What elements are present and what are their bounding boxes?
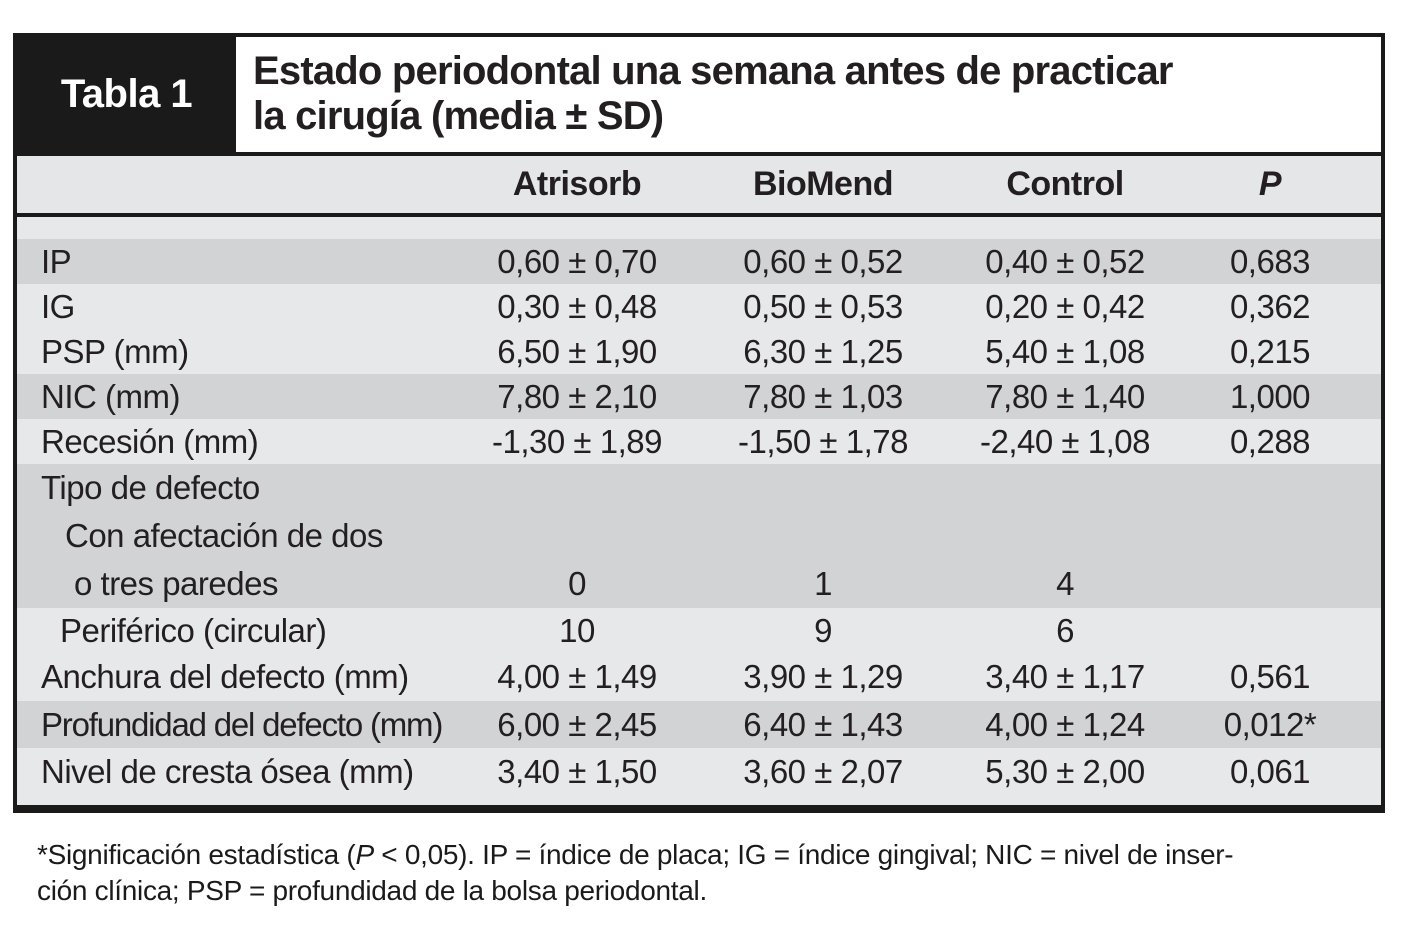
table-title-line1: Estado periodontal una semana antes de p… — [253, 49, 1173, 93]
cell-p: 0,012* — [1223, 705, 1317, 743]
column-header-p: P — [1258, 165, 1282, 203]
cell-atrisorb: 6,50 ± 1,90 — [497, 332, 657, 370]
cell-control: 6 — [1056, 611, 1074, 649]
cell-p: 1,000 — [1229, 377, 1311, 415]
cell-control: 5,30 ± 2,00 — [985, 753, 1145, 790]
cell-atrisorb: 4,00 ± 1,49 — [497, 658, 657, 695]
cell-atrisorb: 6,00 ± 2,45 — [497, 705, 657, 743]
cell-atrisorb: 7,80 ± 2,10 — [497, 377, 657, 415]
cell-control: 0,40 ± 0,52 — [985, 242, 1145, 280]
cell-control: 3,40 ± 1,17 — [985, 658, 1145, 695]
footnote-line1-pre: *Significación estadística ( — [37, 839, 356, 870]
cell-biomend: 1 — [814, 565, 832, 602]
cell-atrisorb: 3,40 ± 1,50 — [497, 753, 657, 790]
table-number-box: Tabla 1 — [17, 37, 236, 152]
row-label: PSP (mm) — [41, 332, 189, 370]
table-title-band: Tabla 1 Estado periodontal una semana an… — [17, 37, 1381, 156]
table-title-line2: la cirugía (media ± SD) — [253, 94, 664, 138]
cell-biomend: 6,30 ± 1,25 — [743, 332, 903, 370]
cell-atrisorb: -1,30 ± 1,89 — [492, 422, 662, 460]
cell-atrisorb: 0,60 ± 0,70 — [497, 242, 657, 280]
footnote-line1-post: < 0,05). IP = índice de placa; IG = índi… — [373, 839, 1234, 870]
table-row: Con afectación de dos — [17, 512, 1381, 560]
table-row: PSP (mm) 6,50 ± 1,90 6,30 ± 1,25 5,40 ± … — [17, 329, 1381, 374]
row-label: Profundidad del defecto (mm) — [41, 705, 443, 743]
cell-control: 4 — [1056, 565, 1074, 602]
footnote-line1: *Significación estadística (P < 0,05). I… — [37, 837, 1387, 873]
row-label: Recesión (mm) — [41, 422, 259, 460]
cell-p: 0,215 — [1229, 332, 1311, 370]
header-gap-row — [17, 217, 1381, 239]
row-label: Con afectación de dos — [65, 517, 383, 554]
table-row: Profundidad del defecto (mm) 6,00 ± 2,45… — [17, 701, 1381, 748]
cell-control: 7,80 ± 1,40 — [985, 377, 1145, 415]
cell-biomend: 3,90 ± 1,29 — [743, 658, 903, 695]
cell-p: 0,561 — [1229, 658, 1311, 695]
table-number-label: Tabla 1 — [60, 72, 193, 116]
row-label: IG — [41, 287, 75, 325]
cell-atrisorb: 0,30 ± 0,48 — [497, 287, 657, 325]
table-body: IP 0,60 ± 0,70 0,60 ± 0,52 0,40 ± 0,52 0… — [17, 217, 1381, 813]
row-label: Tipo de defecto — [41, 469, 260, 506]
cell-p: 0,362 — [1229, 287, 1311, 325]
column-header-row: Atrisorb BioMend Control P — [17, 156, 1381, 217]
row-label: Nivel de cresta ósea (mm) — [41, 753, 414, 790]
table-row: Recesión (mm) -1,30 ± 1,89 -1,50 ± 1,78 … — [17, 419, 1381, 464]
table-row: Nivel de cresta ósea (mm) 3,40 ± 1,50 3,… — [17, 748, 1381, 796]
cell-atrisorb: 10 — [559, 611, 595, 649]
table-figure: Tabla 1 Estado periodontal una semana an… — [13, 33, 1385, 813]
table-row: o tres paredes 0 1 4 — [17, 560, 1381, 608]
cell-control: 4,00 ± 1,24 — [985, 705, 1145, 743]
cell-biomend: -1,50 ± 1,78 — [738, 422, 908, 460]
table-row: IG 0,30 ± 0,48 0,50 ± 0,53 0,20 ± 0,42 0… — [17, 284, 1381, 329]
cell-atrisorb: 0 — [568, 565, 586, 602]
table-row-group-header: Tipo de defecto — [17, 464, 1381, 512]
column-header-biomend: BioMend — [752, 165, 894, 203]
row-label: NIC (mm) — [41, 377, 180, 415]
table-title-area: Estado periodontal una semana antes de p… — [236, 37, 1381, 152]
row-label: o tres paredes — [74, 565, 278, 602]
column-header-control: Control — [1006, 165, 1124, 203]
cell-p: 0,683 — [1229, 242, 1311, 280]
footnote-p-symbol: P — [355, 839, 374, 870]
table-row: Anchura del defecto (mm) 4,00 ± 1,49 3,9… — [17, 653, 1381, 701]
row-label: Periférico (circular) — [60, 611, 327, 649]
table-row: Periférico (circular) 10 9 6 — [17, 608, 1381, 653]
column-header-atrisorb: Atrisorb — [512, 165, 642, 203]
cell-p: 0,288 — [1229, 422, 1311, 460]
cell-control: 5,40 ± 1,08 — [985, 332, 1145, 370]
cell-control: -2,40 ± 1,08 — [980, 422, 1150, 460]
cell-biomend: 7,80 ± 1,03 — [743, 377, 903, 415]
cell-biomend: 3,60 ± 2,07 — [743, 753, 903, 790]
cell-biomend: 0,50 ± 0,53 — [743, 287, 903, 325]
cell-p: 0,061 — [1229, 753, 1311, 790]
footnote-line2: ción clínica; PSP = profundidad de la bo… — [37, 875, 707, 906]
row-label: Anchura del defecto (mm) — [41, 658, 409, 695]
cell-control: 0,20 ± 0,42 — [985, 287, 1145, 325]
cell-biomend: 9 — [814, 611, 832, 649]
cell-biomend: 6,40 ± 1,43 — [743, 705, 903, 743]
table-footnote: *Significación estadística (P < 0,05). I… — [37, 837, 1387, 909]
table-row: IP 0,60 ± 0,70 0,60 ± 0,52 0,40 ± 0,52 0… — [17, 239, 1381, 284]
row-label: IP — [41, 242, 72, 280]
table-row: NIC (mm) 7,80 ± 2,10 7,80 ± 1,03 7,80 ± … — [17, 374, 1381, 419]
cell-biomend: 0,60 ± 0,52 — [743, 242, 903, 280]
